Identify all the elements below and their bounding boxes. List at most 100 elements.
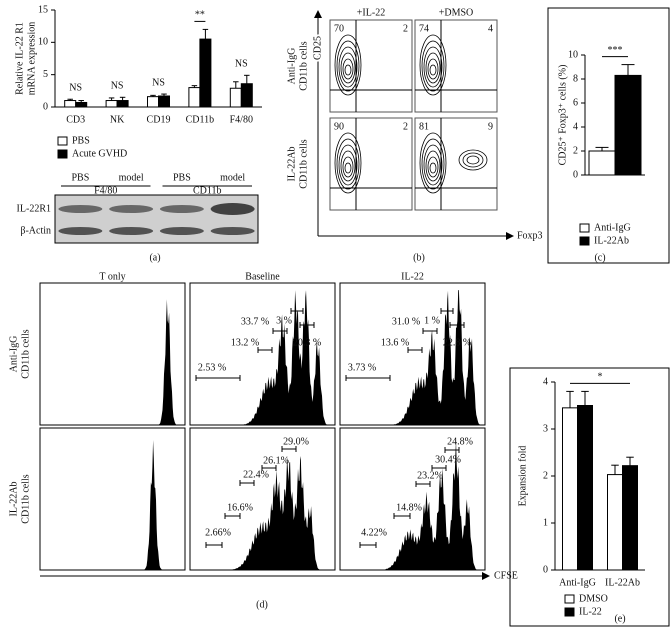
histogram bbox=[190, 456, 335, 570]
x-tick-label: CD11b bbox=[186, 114, 215, 125]
gate-label: 13.6 % bbox=[381, 337, 409, 348]
histogram-column-label: Baseline bbox=[245, 271, 280, 282]
flow-plot bbox=[329, 19, 413, 113]
contour bbox=[342, 58, 354, 80]
contour bbox=[340, 150, 356, 182]
y-tick-label: 10 bbox=[568, 49, 578, 60]
bar bbox=[199, 38, 212, 108]
flow-plot bbox=[414, 117, 498, 211]
gate-label: 29.0% bbox=[283, 436, 309, 447]
gate-label: 20.3 % bbox=[293, 337, 321, 348]
blot-row-label: β-Actin bbox=[20, 225, 51, 236]
legend-swatch bbox=[579, 236, 590, 246]
y-tick-label: 4 bbox=[543, 376, 548, 387]
x-tick-label: CD3 bbox=[66, 114, 85, 125]
contour bbox=[425, 52, 441, 84]
contour bbox=[429, 162, 437, 174]
blot-band bbox=[109, 205, 154, 213]
histogram bbox=[190, 290, 335, 425]
quadrant-value: 9 bbox=[488, 121, 493, 132]
y-tick-label: 0 bbox=[573, 169, 578, 180]
y-axis-label: Expansion fold bbox=[517, 446, 528, 507]
gate-label: 14.8% bbox=[396, 502, 422, 513]
legend-swatch bbox=[57, 149, 68, 159]
y-tick-label: 6 bbox=[573, 97, 578, 108]
annotation: NS bbox=[69, 83, 82, 94]
gate-label: 31.0 % bbox=[392, 316, 420, 327]
blot-band bbox=[109, 227, 154, 235]
flow-x-label: Foxp3 bbox=[517, 230, 543, 241]
bar bbox=[64, 100, 77, 108]
annotation: *** bbox=[608, 45, 623, 56]
panel-label: (e) bbox=[614, 613, 625, 624]
quadrant-value: 90 bbox=[334, 121, 344, 132]
bar bbox=[614, 74, 642, 176]
x-tick-label: F4/80 bbox=[230, 114, 253, 125]
y-tick-label: 0 bbox=[43, 101, 48, 112]
bar bbox=[607, 474, 623, 571]
contour bbox=[338, 46, 358, 88]
arrow-head bbox=[314, 10, 322, 18]
contour bbox=[344, 162, 352, 174]
flow-y-label: CD25 bbox=[312, 36, 323, 60]
histogram-column-label: IL-22 bbox=[401, 271, 424, 282]
blot-band bbox=[159, 227, 204, 235]
gate-label: 2.66% bbox=[205, 527, 231, 538]
contour bbox=[419, 34, 447, 96]
blot-band bbox=[159, 205, 204, 213]
contour bbox=[338, 144, 358, 186]
histogram-frame bbox=[39, 282, 186, 426]
flow-plot bbox=[329, 117, 413, 211]
flow-row-label: CD11b cells bbox=[298, 139, 309, 188]
annotation: * bbox=[598, 372, 603, 383]
blot-group-label: CD11b bbox=[193, 185, 222, 196]
gate-label: 30.4% bbox=[435, 454, 461, 465]
annotation: ** bbox=[195, 10, 205, 21]
contour bbox=[466, 155, 480, 165]
y-tick-label: 15 bbox=[38, 4, 48, 15]
blot-group-label: F4/80 bbox=[94, 185, 117, 196]
quadrant-value: 2 bbox=[403, 121, 408, 132]
y-tick-label: 5 bbox=[43, 69, 48, 80]
flow-row-label: Anti-IgG bbox=[286, 48, 297, 85]
histogram bbox=[40, 440, 185, 570]
blot-band bbox=[210, 203, 255, 215]
blot-row-label: IL-22R1 bbox=[17, 203, 51, 214]
flow-row-label: IL-22Ab bbox=[286, 147, 297, 182]
gate-label: 22.8 % bbox=[443, 337, 471, 348]
legend-swatch bbox=[564, 594, 575, 604]
gate-label: 22.4% bbox=[243, 469, 269, 480]
legend-label: IL-22 bbox=[579, 606, 602, 617]
annotation: NS bbox=[111, 81, 124, 92]
bar bbox=[240, 83, 253, 108]
x-tick-label: CD19 bbox=[147, 114, 171, 125]
flow-plot bbox=[414, 19, 498, 113]
annotation: NS bbox=[235, 59, 248, 70]
bar bbox=[588, 150, 616, 176]
histogram-frame bbox=[39, 427, 186, 571]
bar bbox=[188, 87, 201, 108]
gate-label: 16.6% bbox=[227, 502, 253, 513]
contour bbox=[427, 156, 439, 178]
quadrant-value: 74 bbox=[419, 23, 429, 34]
contour bbox=[334, 132, 362, 194]
y-tick-label: 0 bbox=[543, 564, 548, 575]
quadrant-value: 2 bbox=[403, 23, 408, 34]
contour bbox=[425, 150, 441, 182]
contour bbox=[429, 64, 437, 76]
histogram bbox=[340, 290, 485, 425]
panel-frame bbox=[509, 367, 670, 627]
y-tick-label: 1 bbox=[543, 517, 548, 528]
bar bbox=[116, 100, 129, 108]
x-tick-label: NK bbox=[110, 114, 125, 125]
arrow-head bbox=[506, 232, 514, 240]
contour bbox=[423, 46, 443, 88]
panel-label: (c) bbox=[594, 252, 605, 263]
contour bbox=[421, 138, 445, 190]
gate-label: 3 % bbox=[276, 315, 292, 326]
legend-label: Acute GVHD bbox=[72, 148, 127, 159]
flow-column-label: +IL-22 bbox=[357, 7, 385, 18]
histogram-row-label: Anti-IgG bbox=[8, 336, 19, 373]
blot-band bbox=[210, 227, 255, 235]
